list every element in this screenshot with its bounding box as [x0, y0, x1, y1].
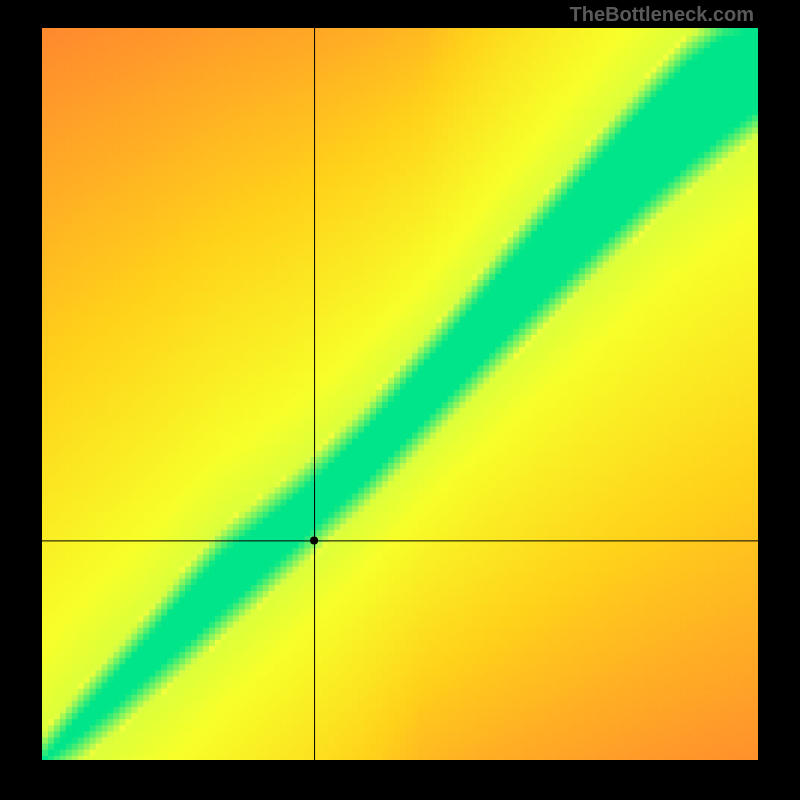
- watermark-text: TheBottleneck.com: [570, 4, 754, 27]
- heatmap-canvas: [42, 28, 758, 760]
- plot-area: [42, 28, 758, 760]
- chart-container: TheBottleneck.com: [0, 0, 800, 800]
